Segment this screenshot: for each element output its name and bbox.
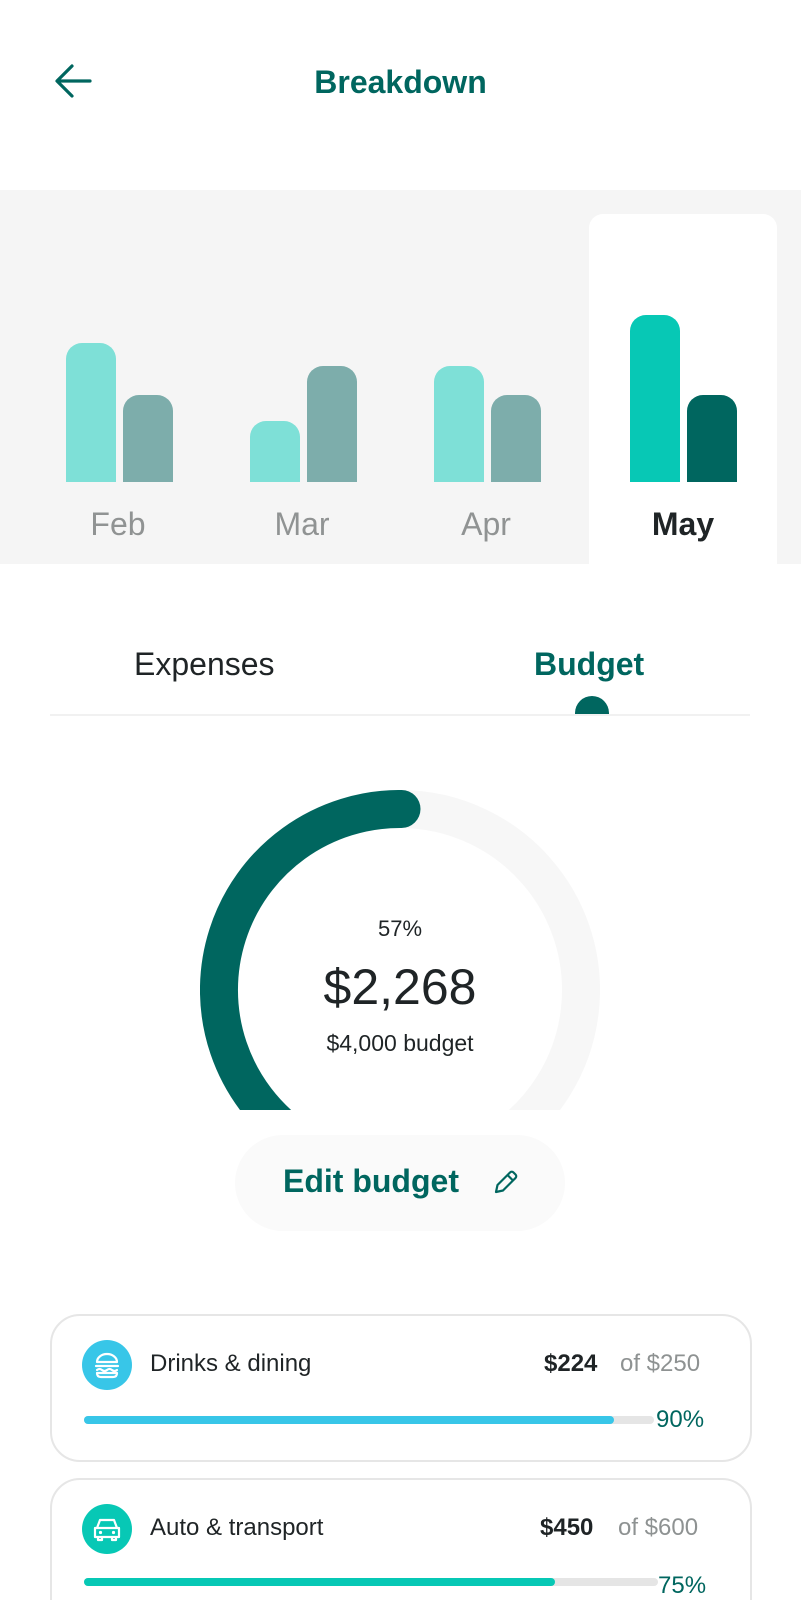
month-bar-b <box>491 395 541 482</box>
month-may[interactable]: May <box>589 190 777 564</box>
category-progress-fill <box>84 1578 555 1586</box>
header: Breakdown <box>0 0 801 170</box>
month-bar-a <box>434 366 484 482</box>
month-bar-b <box>307 366 357 482</box>
month-bar-a <box>630 315 680 482</box>
category-icon <box>82 1504 132 1554</box>
car-icon <box>93 1518 121 1542</box>
month-bar-b <box>123 395 173 482</box>
category-limit: of $600 <box>618 1514 699 1541</box>
budget-gauge: 57% $2,268 $4,000 budget <box>200 790 600 1110</box>
page-title: Breakdown <box>314 64 487 100</box>
gauge-ring <box>200 790 600 1110</box>
tab-bar: Expenses Budget <box>50 620 750 716</box>
active-tab-indicator <box>575 696 609 714</box>
category-percent: 90% <box>656 1406 705 1433</box>
edit-budget-button[interactable]: Edit budget <box>235 1135 565 1231</box>
month-apr[interactable]: Apr <box>392 190 580 564</box>
category-progress-fill <box>84 1416 615 1424</box>
category-limit: of $250 <box>620 1350 701 1377</box>
month-bar-b <box>687 395 737 482</box>
month-selector: Feb Mar Apr May <box>0 190 801 564</box>
month-mar[interactable]: Mar <box>208 190 396 564</box>
burger-icon <box>94 1352 120 1379</box>
arrow-left-icon <box>55 64 92 98</box>
category-name: Auto & transport <box>150 1514 324 1541</box>
back-button[interactable] <box>50 60 96 102</box>
category-card-transport[interactable]: Auto & transport $450 of $600 75% <box>50 1478 752 1600</box>
month-label: Feb <box>90 506 146 542</box>
category-progress-track <box>84 1578 658 1586</box>
month-bar-a <box>66 343 116 482</box>
edit-budget-label: Edit budget <box>283 1163 459 1199</box>
gauge-spent-amount: $2,268 <box>323 959 477 1015</box>
category-card-dining[interactable]: Drinks & dining $224 of $250 90% <box>50 1314 752 1462</box>
category-progress-track <box>84 1416 654 1424</box>
month-bar-a <box>250 421 300 482</box>
category-icon <box>82 1340 132 1390</box>
tab-expenses[interactable]: Expenses <box>134 646 275 682</box>
gauge-percent: 57% <box>377 916 423 941</box>
month-label: Mar <box>274 506 330 542</box>
category-spent: $224 <box>544 1350 598 1377</box>
pencil-icon <box>494 1170 518 1194</box>
selected-month-card <box>589 214 777 564</box>
category-spent: $450 <box>540 1514 594 1541</box>
gauge-progress <box>200 790 421 1110</box>
month-label: May <box>651 506 715 542</box>
gauge-budget-total: $4,000 budget <box>326 1030 474 1056</box>
month-label: Apr <box>461 506 511 542</box>
category-percent: 75% <box>658 1572 707 1599</box>
category-name: Drinks & dining <box>150 1350 312 1377</box>
month-feb[interactable]: Feb <box>24 190 212 564</box>
tab-budget[interactable]: Budget <box>534 646 645 682</box>
